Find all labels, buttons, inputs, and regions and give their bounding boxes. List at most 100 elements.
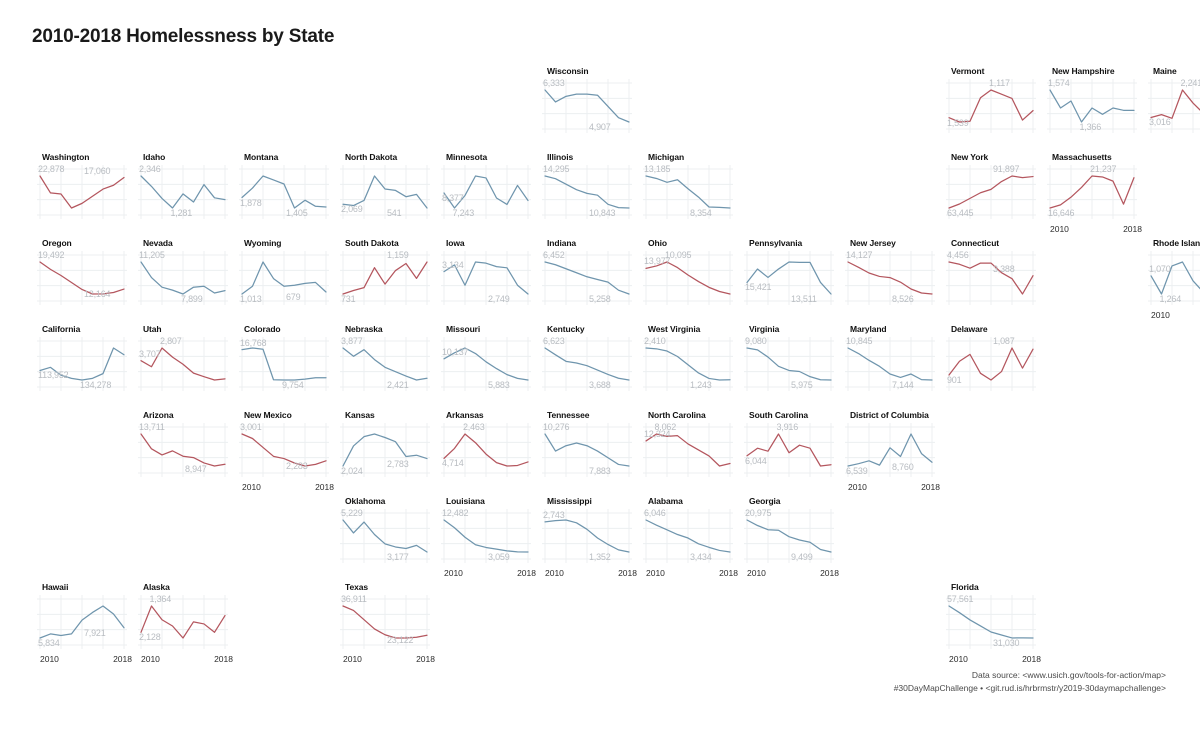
start-value-label: 6,333: [543, 78, 565, 88]
extreme-value-label: 679: [286, 291, 301, 302]
state-panel-louisiana: Louisiana 12,482 3,059 2010 2018: [440, 496, 540, 581]
state-label: Michigan: [648, 152, 685, 162]
state-label: Alabama: [648, 496, 683, 506]
start-value-label: 63,445: [947, 208, 974, 218]
x-axis: 2010 2018: [1046, 224, 1146, 237]
sparkline: 901 1,087: [945, 335, 1045, 395]
sparkline: 1,574 1,366: [1046, 77, 1146, 137]
state-panel-pennsylvania: Pennsylvania 15,421 13,511: [743, 238, 843, 309]
trend-line: [1049, 175, 1135, 209]
state-panel-mississippi: Mississippi 2,743 1,352 2010 2018: [541, 496, 641, 581]
gridlines: [643, 251, 733, 305]
trend-line: [241, 433, 327, 467]
extreme-value-label: 7,243: [452, 208, 475, 218]
state-panel-connecticut: Connecticut 4,456 3,388: [945, 238, 1045, 309]
trend-line: [847, 261, 933, 295]
trend-line: [948, 89, 1034, 123]
state-label: Texas: [345, 582, 368, 592]
extreme-value-label: 2,807: [160, 336, 182, 346]
sparkline: 4,714 2,463: [440, 421, 540, 481]
extreme-value-label: 2,783: [387, 458, 409, 469]
state-label: Oregon: [42, 238, 72, 248]
x-axis-end-tick: 2018: [618, 568, 637, 578]
gridlines: [138, 595, 228, 649]
sparkline-svg: [946, 79, 1036, 133]
x-axis-end-tick: 2018: [214, 654, 233, 664]
trend-line: [342, 261, 428, 295]
extreme-value-label: 2,283: [286, 460, 308, 471]
extreme-value-label: 7,921: [84, 627, 106, 638]
start-value-label: 22,878: [38, 164, 65, 174]
state-panel-district-of-columbia: District of Columbia 6,539 8,760 2010 2018: [844, 410, 944, 495]
gridlines: [239, 165, 329, 219]
start-value-label: 14,295: [543, 164, 570, 174]
state-panel-utah: Utah 3,707 2,807: [137, 324, 237, 395]
state-label: North Dakota: [345, 152, 398, 162]
x-axis-start-tick: 2010: [343, 654, 362, 664]
state-label: Arkansas: [446, 410, 484, 420]
x-axis: 2010 2018: [36, 654, 136, 667]
extreme-value-label: 5,883: [488, 380, 510, 390]
gridlines: [744, 337, 834, 391]
x-axis-end-tick: 2018: [1123, 224, 1142, 234]
gridlines: [239, 337, 329, 391]
sparkline: 6,452 5,258: [541, 249, 641, 309]
trend-line: [241, 261, 327, 295]
start-value-label: 731: [341, 294, 356, 304]
state-panel-virginia: Virginia 9,080 5,975: [743, 324, 843, 395]
start-value-label: 2,743: [543, 509, 565, 520]
start-value-label: 2,410: [644, 336, 666, 346]
state-label: Alaska: [143, 582, 170, 592]
gridlines: [643, 423, 733, 477]
x-axis-start-tick: 2010: [40, 654, 59, 664]
extreme-value-label: 7,144: [892, 380, 914, 390]
x-axis-start-tick: 2010: [242, 482, 261, 492]
start-value-label: 2,069: [341, 204, 363, 215]
state-label: Louisiana: [446, 496, 485, 506]
start-value-label: 3,707: [139, 348, 161, 359]
state-panel-iowa: Iowa 3,134 2,749: [440, 238, 540, 309]
state-label: Hawaii: [42, 582, 69, 592]
start-value-label: 5,229: [341, 508, 363, 518]
x-axis-end-tick: 2018: [517, 568, 536, 578]
start-value-label: 12,482: [442, 508, 469, 518]
state-label: Massachusetts: [1052, 152, 1112, 162]
state-label: Kentucky: [547, 324, 585, 334]
start-value-label: 3,001: [240, 422, 262, 432]
gridlines: [542, 79, 632, 133]
trend-line: [140, 347, 226, 381]
x-axis-end-tick: 2018: [113, 654, 132, 664]
trend-line: [39, 605, 125, 639]
trend-line: [342, 605, 428, 639]
sparkline-svg: [340, 595, 430, 649]
trend-line: [948, 347, 1034, 381]
trend-line: [948, 261, 1034, 295]
trend-line: [1150, 261, 1200, 295]
sparkline-svg: [138, 595, 228, 649]
x-axis-start-tick: 2010: [848, 482, 867, 492]
start-value-label: 10,137: [442, 346, 469, 357]
extreme-value-label: 2,241: [1180, 78, 1200, 88]
state-panel-ohio: Ohio 13,977 10,095: [642, 238, 742, 309]
extreme-value-label: 1,117: [989, 78, 1010, 88]
sparkline-svg: [441, 509, 531, 563]
extreme-value-label: 5,258: [589, 294, 611, 304]
start-value-label: 6,452: [543, 250, 565, 260]
state-panel-new-mexico: New Mexico 3,001 2,283 2010 2018: [238, 410, 338, 495]
sparkline-svg: [845, 251, 935, 305]
gridlines: [239, 423, 329, 477]
state-label: Florida: [951, 582, 979, 592]
gridlines: [37, 595, 127, 649]
gridlines: [340, 595, 430, 649]
x-axis-start-tick: 2010: [949, 654, 968, 664]
extreme-value-label: 2,421: [387, 380, 409, 390]
x-axis: 2010 2018: [541, 568, 641, 581]
start-value-label: 11,205: [139, 250, 165, 260]
sparkline: 16,768 9,754: [238, 335, 338, 395]
state-label: California: [42, 324, 81, 334]
start-value-label: 13,185: [644, 164, 671, 174]
trend-line: [544, 347, 630, 381]
sparkline: 1,878 1,405: [238, 163, 338, 223]
state-label: Arizona: [143, 410, 174, 420]
x-axis-start-tick: 2010: [1151, 310, 1170, 320]
